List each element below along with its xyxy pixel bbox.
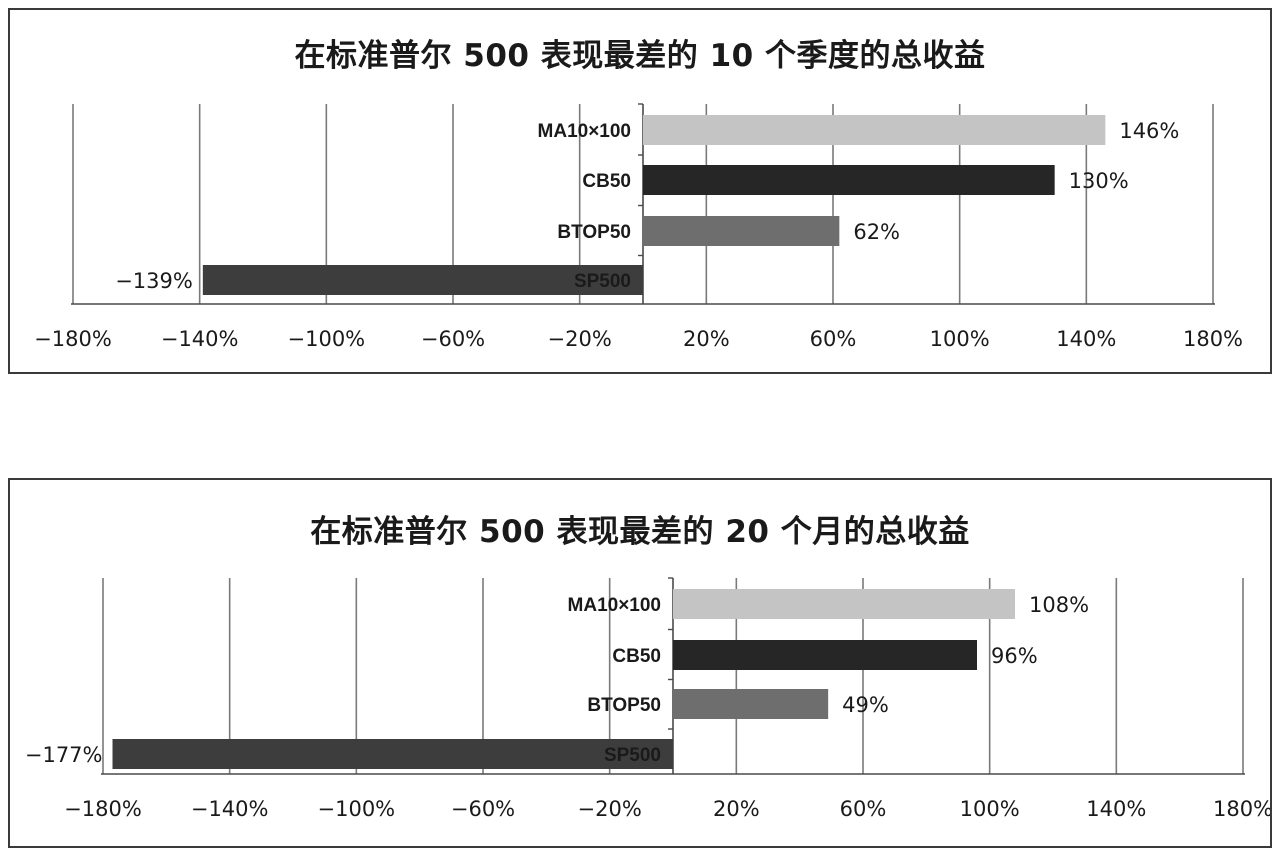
x-tick-label: 180% — [1183, 327, 1243, 351]
x-tick-label: 20% — [713, 797, 760, 821]
x-tick-label: 60% — [840, 797, 887, 821]
category-label: SP500 — [604, 745, 661, 766]
chart-panel-quarters: 在标准普尔 500 表现最差的 10 个季度的总收益 −180% −140% −10… — [8, 8, 1272, 374]
data-label: 130% — [1069, 169, 1129, 193]
bar-chart-months: −180% −140% −100% −60% −20% 20% 60% 100% 140% 180… — [25, 577, 1270, 821]
bar — [673, 589, 1015, 619]
category-label: BTOP50 — [587, 695, 661, 716]
bar — [643, 165, 1055, 195]
x-tick-label: 180% — [1213, 797, 1270, 821]
x-tick-label: 140% — [1056, 327, 1116, 351]
bar-chart-quarters: −180% −140% −100% −60% −20% 20% 60% 100% 140% 180… — [34, 103, 1243, 351]
bar — [643, 216, 840, 246]
chart-title: 在标准普尔 500 表现最差的 20 个月的总收益 — [310, 514, 970, 550]
x-tick-label: 20% — [683, 327, 730, 351]
x-tick-label: −20% — [578, 797, 642, 821]
bar — [112, 739, 673, 769]
category-label: CB50 — [582, 171, 631, 192]
data-label: −139% — [115, 269, 193, 293]
x-tick-label: −180% — [34, 327, 112, 351]
category-label: MA10×100 — [568, 595, 661, 616]
category-label: BTOP50 — [557, 222, 631, 243]
bar — [202, 265, 644, 295]
data-label: −177% — [25, 743, 103, 767]
chart-title: 在标准普尔 500 表现最差的 10 个季度的总收益 — [294, 38, 986, 74]
x-tick-label: 140% — [1086, 797, 1146, 821]
x-tick-label: −140% — [191, 797, 269, 821]
category-label: CB50 — [612, 646, 661, 667]
x-tick-label: −60% — [451, 797, 515, 821]
x-tick-label: 100% — [930, 327, 990, 351]
data-label: 62% — [853, 220, 900, 244]
data-label: 146% — [1119, 119, 1179, 143]
data-label: 96% — [991, 644, 1038, 668]
x-tick-label: −140% — [161, 327, 239, 351]
chart-panel-months: 在标准普尔 500 表现最差的 20 个月的总收益 −180% −140% −100… — [8, 478, 1272, 848]
category-label: SP500 — [574, 271, 631, 292]
x-tick-label: −20% — [548, 327, 612, 351]
bar — [673, 640, 977, 670]
x-tick-label: −100% — [288, 327, 366, 351]
data-label: 49% — [842, 693, 889, 717]
data-label: 108% — [1029, 593, 1089, 617]
x-tick-label: −180% — [64, 797, 142, 821]
bar — [673, 689, 829, 719]
x-tick-label: −100% — [318, 797, 396, 821]
bar — [643, 115, 1106, 145]
x-tick-label: 60% — [810, 327, 857, 351]
category-label: MA10×100 — [538, 121, 631, 142]
x-tick-label: −60% — [421, 327, 485, 351]
x-tick-label: 100% — [960, 797, 1020, 821]
